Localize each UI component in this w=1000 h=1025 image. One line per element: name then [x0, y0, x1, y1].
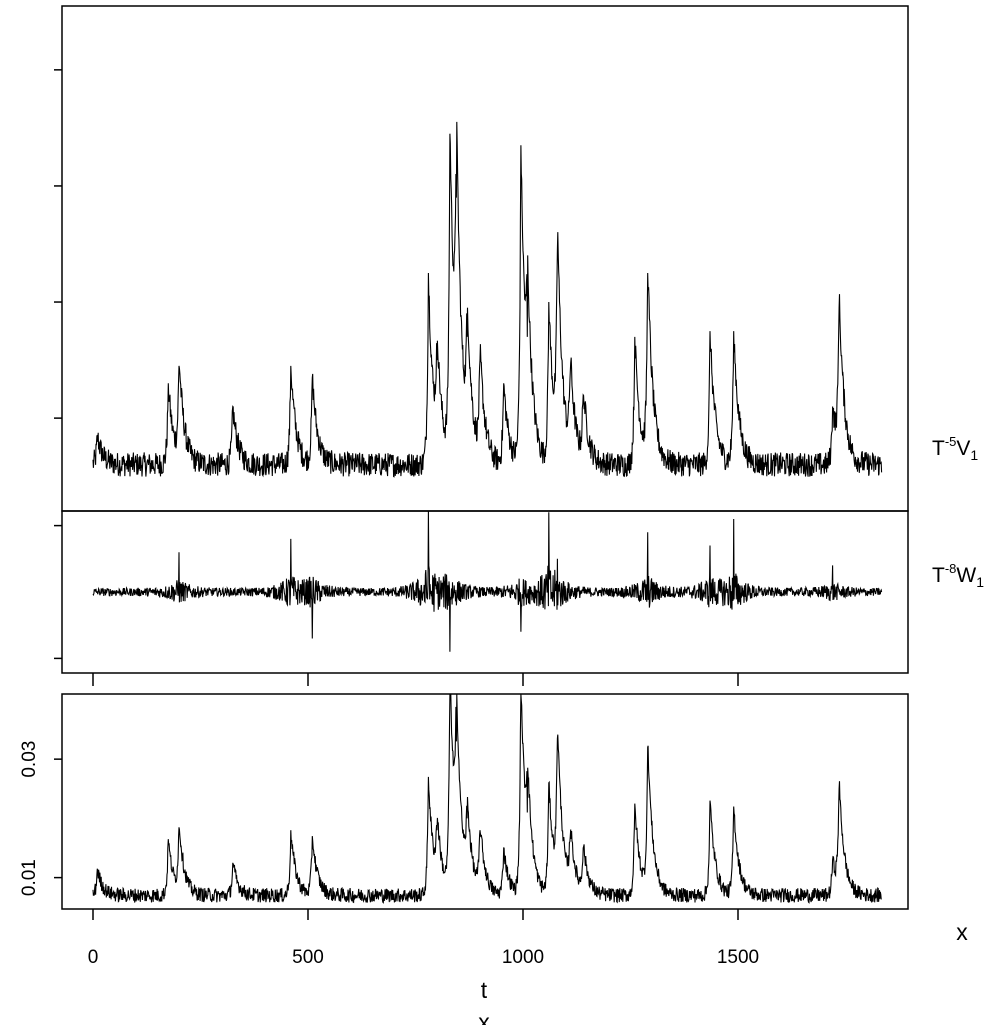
- x-tick-label-2: 1000: [502, 947, 544, 968]
- series-line-bottom: [92, 693, 882, 904]
- x-axis-label: t: [481, 977, 488, 1003]
- chart-panels: T-5V1 T-8W1 0.01 0.03: [19, 5, 984, 910]
- panel-bottom: 0.01 0.03: [19, 693, 909, 910]
- y-tick-label-bottom-1: 0.03: [19, 741, 40, 778]
- panel-top: T-5V1: [54, 5, 978, 512]
- panel-frame-top: [61, 5, 909, 512]
- series-line-middle: [92, 510, 883, 652]
- right-axis-label: x: [956, 919, 968, 945]
- x-tick-label-1: 500: [292, 947, 324, 968]
- panel-frame-middle: [61, 510, 909, 674]
- series-label-top: T-5V1: [932, 434, 978, 463]
- panel-frame-bottom: [61, 693, 909, 910]
- series-line-top: [92, 121, 883, 478]
- x-axis-label-secondary: x: [478, 1009, 490, 1025]
- x-tick-label-3: 1500: [717, 947, 759, 968]
- series-label-middle: T-8W1: [932, 561, 984, 590]
- x-tick-label-0: 0: [88, 947, 99, 968]
- x-axis: 0 500 1000 1500: [88, 673, 759, 968]
- panel-middle: T-8W1: [54, 510, 984, 674]
- y-tick-label-bottom-0: 0.01: [19, 859, 40, 896]
